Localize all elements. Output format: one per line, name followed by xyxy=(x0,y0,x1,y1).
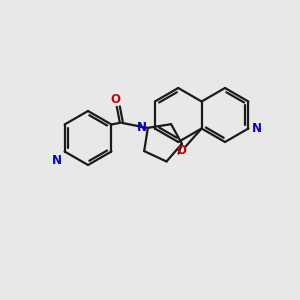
Text: N: N xyxy=(52,154,61,166)
Text: O: O xyxy=(177,144,187,157)
Text: N: N xyxy=(137,122,147,134)
Text: N: N xyxy=(251,122,261,135)
Text: O: O xyxy=(111,93,121,106)
